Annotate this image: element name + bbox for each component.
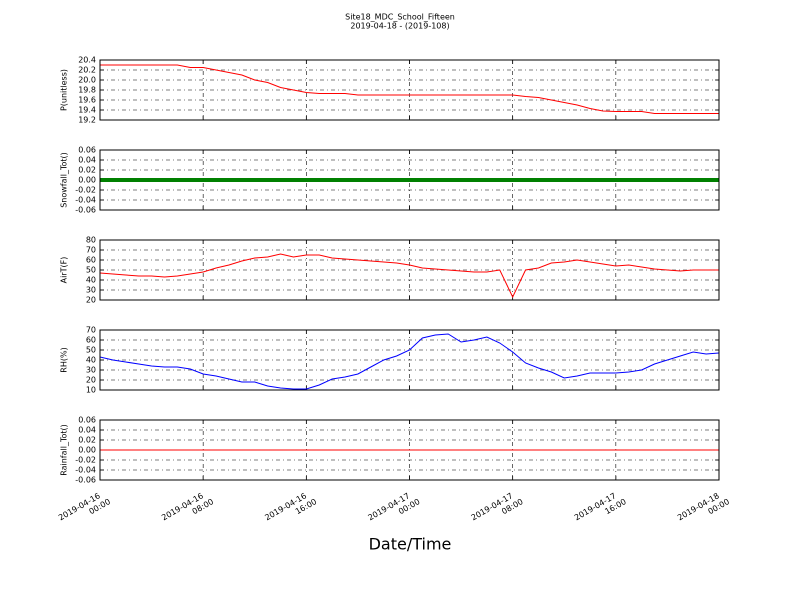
y-axis-label: AirT(F) bbox=[60, 257, 69, 284]
y-tick-label: -0.02 bbox=[75, 186, 96, 195]
y-tick-label: 40 bbox=[86, 356, 96, 365]
x-axis-label: Date/Time bbox=[369, 535, 452, 554]
y-tick-label: -0.06 bbox=[75, 476, 96, 485]
series-line bbox=[100, 64, 719, 114]
y-tick-label: 0.02 bbox=[78, 436, 96, 445]
y-tick-label: 50 bbox=[86, 346, 96, 355]
plot-frame bbox=[99, 329, 720, 391]
y-tick-label: 60 bbox=[86, 336, 96, 345]
y-tick-label: 0.00 bbox=[78, 176, 96, 185]
panel: 19.219.419.619.820.020.220.4 P(unitless) bbox=[60, 56, 720, 125]
plot-frame bbox=[99, 419, 720, 481]
title: Site18_MDC_School_Fifteen bbox=[345, 13, 455, 22]
y-tick-label: 0.04 bbox=[78, 156, 96, 165]
y-tick-label: -0.06 bbox=[75, 206, 96, 215]
y-tick-label: 10 bbox=[86, 386, 96, 395]
y-tick-label: 70 bbox=[86, 246, 96, 255]
y-tick-label: -0.02 bbox=[75, 456, 96, 465]
plot-frame bbox=[99, 239, 720, 301]
y-axis-label: P(unitless) bbox=[60, 69, 69, 111]
y-axis-label: RH(%) bbox=[60, 347, 69, 372]
y-axis-label: Rainfall_Tot() bbox=[60, 424, 69, 476]
series-line bbox=[99, 333, 720, 390]
y-tick-label: 70 bbox=[86, 326, 96, 335]
subtitle: 2019-04-18 - (2019-108) bbox=[350, 22, 449, 31]
y-tick-label: 50 bbox=[86, 266, 96, 275]
y-tick-label: 20 bbox=[86, 296, 96, 305]
series-line bbox=[99, 253, 719, 299]
y-axis-label: Snowfall_Tot() bbox=[60, 152, 69, 208]
panel: -0.06-0.04-0.020.000.020.040.06 Snowfall_… bbox=[60, 146, 720, 215]
panel: -0.06-0.04-0.020.000.020.040.06 Rainfall_… bbox=[60, 416, 720, 485]
y-tick-label: 20 bbox=[86, 376, 96, 385]
y-tick-label: 20.0 bbox=[78, 76, 96, 85]
y-tick-label: 0.06 bbox=[78, 146, 96, 155]
plot-frame bbox=[99, 149, 720, 211]
y-tick-label: -0.04 bbox=[75, 196, 96, 205]
y-tick-label: 30 bbox=[86, 366, 96, 375]
y-tick-label: 19.2 bbox=[78, 116, 96, 125]
y-tick-label: 19.4 bbox=[78, 106, 96, 115]
y-tick-label: 0.06 bbox=[78, 416, 96, 425]
y-tick-label: -0.04 bbox=[75, 466, 96, 475]
plot-frame bbox=[99, 59, 720, 121]
y-tick-label: 80 bbox=[86, 236, 96, 245]
y-tick-label: 60 bbox=[86, 256, 96, 265]
y-tick-label: 0.04 bbox=[78, 426, 96, 435]
y-tick-label: 30 bbox=[86, 286, 96, 295]
y-tick-label: 0.02 bbox=[78, 166, 96, 175]
y-tick-label: 19.6 bbox=[78, 96, 96, 105]
y-tick-label: 20.2 bbox=[78, 66, 96, 75]
y-tick-label: 20.4 bbox=[78, 56, 96, 65]
y-tick-label: 19.8 bbox=[78, 86, 96, 95]
y-tick-label: 40 bbox=[86, 276, 96, 285]
y-tick-label: 0.00 bbox=[78, 446, 96, 455]
